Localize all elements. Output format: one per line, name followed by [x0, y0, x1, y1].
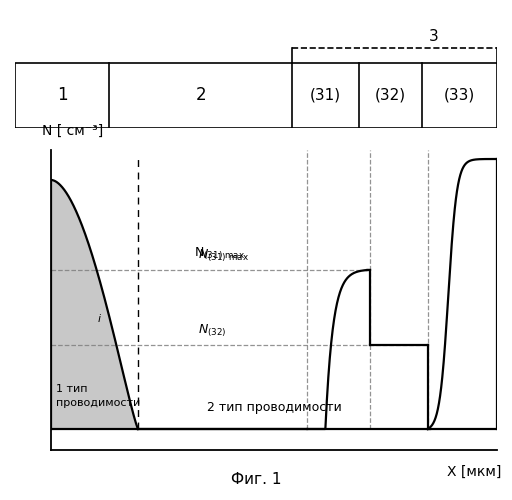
Text: $N_{(31)\ \mathrm{max}}$: $N_{(31)\ \mathrm{max}}$ — [198, 248, 249, 264]
Text: 1: 1 — [57, 86, 68, 104]
Text: $\mathregular{N}$$_{\mathregular{(31)\ max}}$: $\mathregular{N}$$_{\mathregular{(31)\ m… — [194, 246, 245, 262]
Text: (31): (31) — [310, 88, 342, 102]
Text: 3: 3 — [429, 30, 439, 44]
Text: Фиг. 1: Фиг. 1 — [231, 472, 281, 488]
Text: (32): (32) — [375, 88, 407, 102]
Text: N [ см⁻³]: N [ см⁻³] — [42, 124, 103, 138]
Text: i: i — [97, 314, 100, 324]
Text: $N_{(32)}$: $N_{(32)}$ — [198, 322, 227, 339]
Text: 1 тип
проводимости: 1 тип проводимости — [56, 384, 140, 408]
Text: (33): (33) — [444, 88, 475, 102]
Bar — [15, 62, 497, 128]
Text: 2: 2 — [196, 86, 206, 104]
Text: X [мкм]: X [мкм] — [446, 465, 501, 479]
Text: 2 тип проводимости: 2 тип проводимости — [206, 402, 342, 414]
